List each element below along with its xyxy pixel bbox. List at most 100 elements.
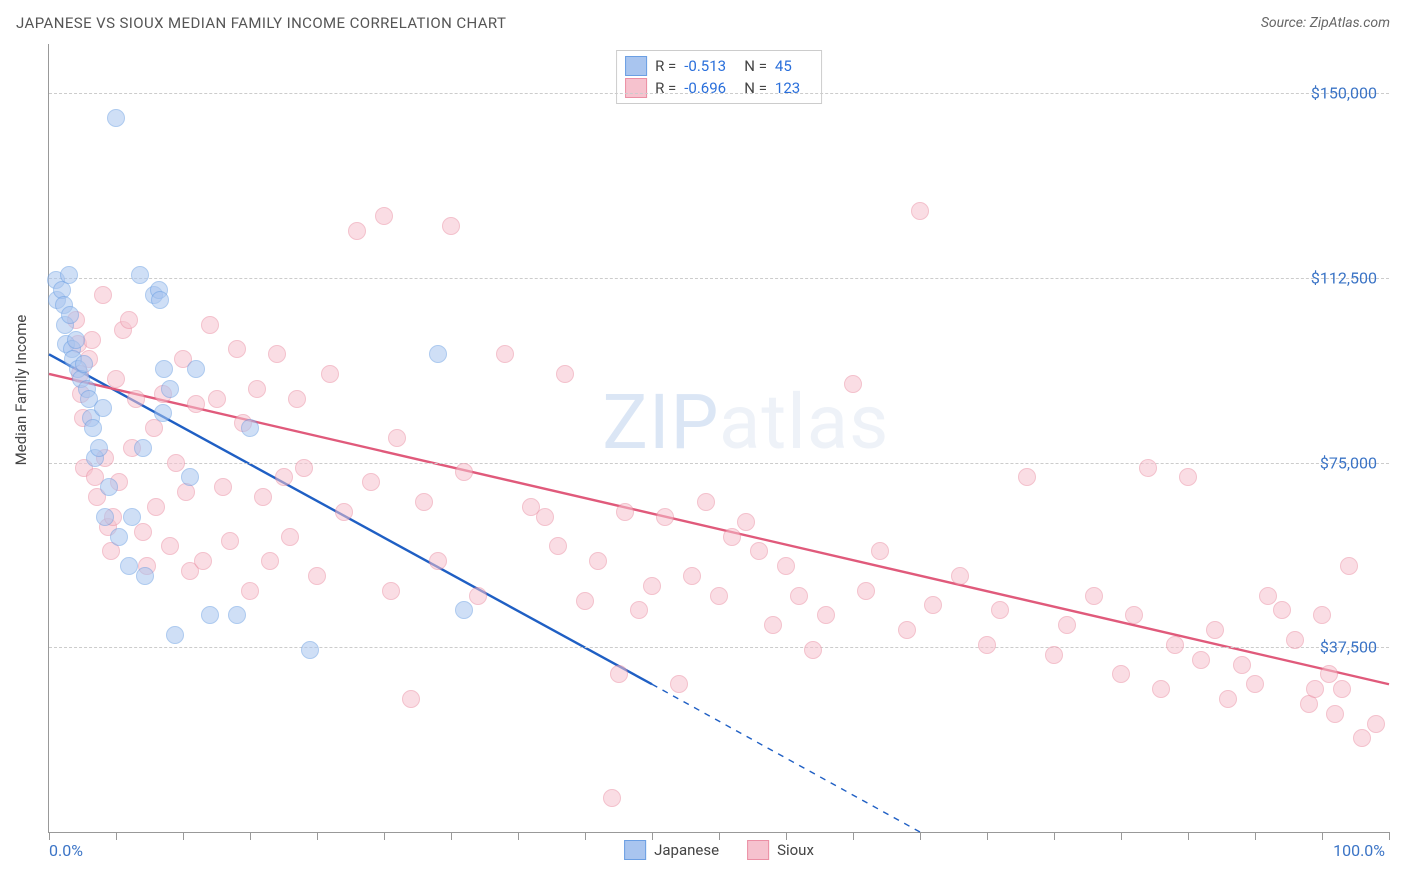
watermark-atlas: atlas — [719, 377, 889, 467]
legend-n-value: 45 — [775, 57, 809, 75]
data-point — [107, 370, 125, 388]
data-point — [161, 380, 179, 398]
data-point — [1045, 646, 1063, 664]
data-point — [167, 454, 185, 472]
data-point — [723, 528, 741, 546]
x-tick — [786, 832, 787, 840]
data-point — [1152, 680, 1170, 698]
data-point — [100, 478, 118, 496]
data-point — [254, 488, 272, 506]
data-point — [924, 596, 942, 614]
data-point — [1326, 705, 1344, 723]
x-tick — [1255, 832, 1256, 840]
data-point — [951, 567, 969, 585]
data-point — [208, 390, 226, 408]
data-point — [1219, 690, 1237, 708]
data-point — [1286, 631, 1304, 649]
data-point — [221, 532, 239, 550]
data-point — [616, 503, 634, 521]
x-tick-label-min: 0.0% — [49, 841, 83, 860]
source-name: ZipAtlas.com — [1310, 15, 1390, 31]
data-point — [136, 567, 154, 585]
data-point — [1125, 606, 1143, 624]
chart-title: JAPANESE VS SIOUX MEDIAN FAMILY INCOME C… — [16, 14, 506, 32]
data-point — [131, 266, 149, 284]
legend-r-label: R = — [655, 57, 676, 75]
data-point — [1085, 587, 1103, 605]
data-point — [161, 537, 179, 555]
data-point — [603, 789, 621, 807]
series-name: Sioux — [777, 841, 814, 859]
data-point — [683, 567, 701, 585]
data-point — [120, 557, 138, 575]
data-point — [248, 380, 266, 398]
data-point — [187, 360, 205, 378]
data-point — [75, 355, 93, 373]
data-point — [643, 577, 661, 595]
data-point — [1246, 675, 1264, 693]
data-point — [261, 552, 279, 570]
data-point — [1112, 665, 1130, 683]
plot-svg-layer — [49, 44, 1389, 832]
data-point — [415, 493, 433, 511]
data-point — [610, 665, 628, 683]
legend-n-label: N = — [744, 79, 767, 97]
data-point — [1233, 656, 1251, 674]
x-tick — [384, 832, 385, 840]
data-point — [187, 395, 205, 413]
data-point — [166, 626, 184, 644]
legend-r-value: -0.696 — [684, 79, 736, 97]
data-point — [96, 508, 114, 526]
data-point — [120, 311, 138, 329]
data-point — [656, 508, 674, 526]
legend-n-value: 123 — [775, 79, 809, 97]
x-tick — [250, 832, 251, 840]
data-point — [228, 606, 246, 624]
data-point — [127, 390, 145, 408]
data-point — [194, 552, 212, 570]
data-point — [388, 429, 406, 447]
data-point — [911, 202, 929, 220]
data-point — [241, 582, 259, 600]
x-tick — [183, 832, 184, 840]
data-point — [469, 587, 487, 605]
data-point — [154, 404, 172, 422]
data-point — [442, 217, 460, 235]
series-legend-item: Sioux — [747, 840, 814, 860]
watermark: ZIPatlas — [602, 377, 889, 467]
data-point — [214, 478, 232, 496]
data-point — [275, 468, 293, 486]
data-point — [61, 306, 79, 324]
legend-r-value: -0.513 — [684, 57, 736, 75]
data-point — [134, 523, 152, 541]
data-point — [777, 557, 795, 575]
data-point — [268, 345, 286, 363]
series-legend-item: Japanese — [624, 840, 719, 860]
data-point — [871, 542, 889, 560]
data-point — [1259, 587, 1277, 605]
x-tick — [518, 832, 519, 840]
data-point — [295, 459, 313, 477]
data-point — [241, 419, 259, 437]
data-point — [737, 513, 755, 531]
y-tick-label: $150,000 — [1311, 84, 1377, 103]
gridline-h — [49, 463, 1389, 464]
data-point — [155, 360, 173, 378]
data-point — [429, 552, 447, 570]
data-point — [1058, 616, 1076, 634]
data-point — [1018, 468, 1036, 486]
x-tick — [116, 832, 117, 840]
data-point — [496, 345, 514, 363]
data-point — [1320, 665, 1338, 683]
trend-line-extrapolated — [652, 684, 920, 832]
data-point — [750, 542, 768, 560]
data-point — [1166, 636, 1184, 654]
legend-swatch — [747, 840, 769, 860]
data-point — [201, 606, 219, 624]
y-tick-label: $75,000 — [1320, 453, 1377, 472]
data-point — [764, 616, 782, 634]
x-tick — [1121, 832, 1122, 840]
data-point — [60, 266, 78, 284]
data-point — [1367, 715, 1385, 733]
data-point — [1206, 621, 1224, 639]
